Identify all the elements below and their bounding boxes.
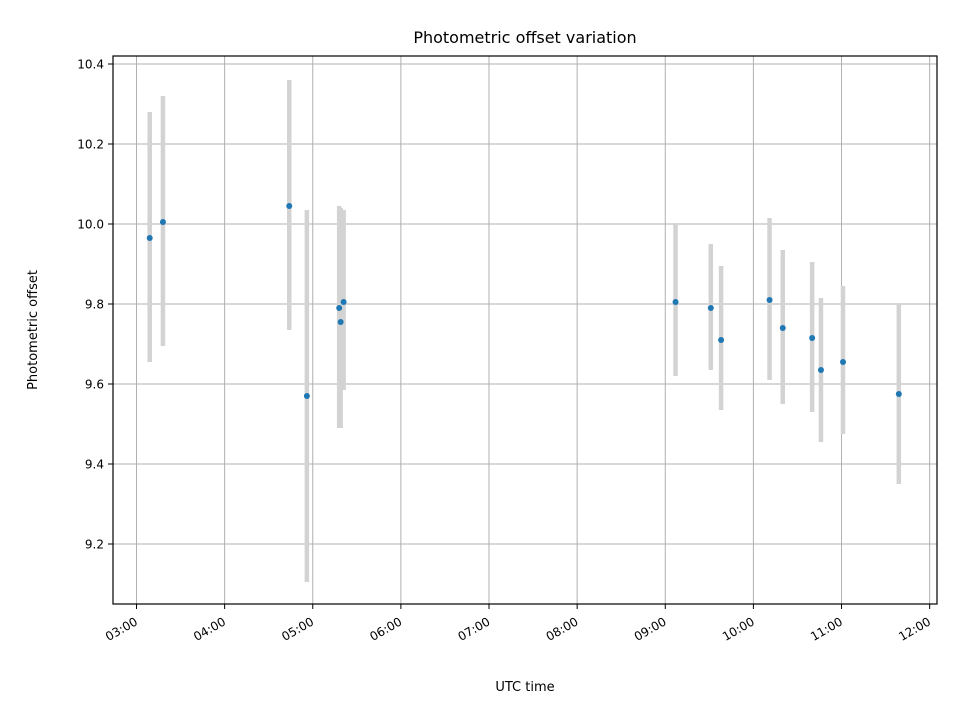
- x-axis-label: UTC time: [495, 680, 554, 695]
- y-tick-label: 9.8: [85, 298, 104, 312]
- data-point: [340, 299, 347, 305]
- y-tick-label: 9.4: [85, 458, 104, 472]
- data-point: [839, 359, 846, 365]
- data-point: [303, 393, 310, 399]
- data-point: [159, 219, 166, 225]
- data-point: [286, 203, 293, 209]
- y-tick-label: 10.2: [77, 138, 104, 152]
- y-axis-ticks: 9.2 9.4 9.6 9.8 10.0 10.2 10.4: [77, 58, 113, 552]
- data-point: [336, 305, 343, 311]
- data-point: [895, 391, 902, 397]
- data-point: [718, 337, 725, 343]
- y-tick-label: 10.0: [77, 218, 104, 232]
- data-point: [809, 335, 816, 341]
- data-point: [146, 235, 153, 241]
- data-point: [779, 325, 786, 331]
- data-point: [817, 367, 824, 373]
- grid: [113, 56, 937, 604]
- data-point: [707, 305, 714, 311]
- data-point: [337, 319, 344, 325]
- y-tick-label: 9.2: [85, 538, 104, 552]
- y-tick-label: 9.6: [85, 378, 104, 392]
- plot-frame: [112, 55, 938, 605]
- chart-title: Photometric offset variation: [413, 28, 636, 47]
- data-point: [766, 297, 773, 303]
- y-axis-label: Photometric offset: [26, 270, 41, 390]
- y-tick-label: 10.4: [77, 58, 104, 72]
- data-points: [146, 203, 902, 399]
- data-point: [672, 299, 679, 305]
